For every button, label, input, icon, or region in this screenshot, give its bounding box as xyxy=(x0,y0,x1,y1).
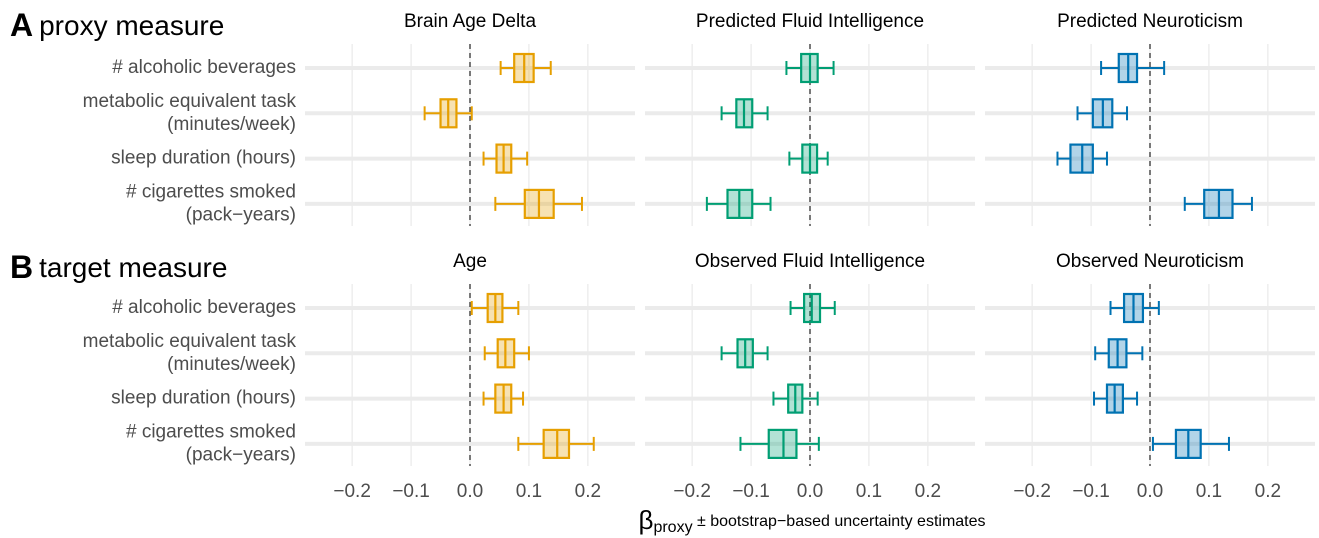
x-tick-label: 0.0 xyxy=(797,481,823,502)
x-tick-label: 0.0 xyxy=(1137,481,1163,502)
row-letter: A xyxy=(10,7,33,43)
x-tick-label: 0.1 xyxy=(516,481,542,502)
category-label: # alcoholic beverages xyxy=(112,57,296,78)
panel-title: Observed Fluid Intelligence xyxy=(695,251,925,272)
x-tick-label: −0.1 xyxy=(1072,481,1110,502)
category-label: (pack−years) xyxy=(186,444,296,465)
category-label: # cigarettes smoked xyxy=(126,421,296,442)
row-letter: B xyxy=(10,249,33,285)
x-tick-label: 0.2 xyxy=(915,481,941,502)
panel-title: Observed Neuroticism xyxy=(1056,251,1244,272)
row-label: target measure xyxy=(39,252,227,283)
category-label: metabolic equivalent task xyxy=(83,331,297,352)
panel-title: Age xyxy=(453,251,487,272)
x-tick-label: −0.2 xyxy=(333,481,371,502)
row-label: proxy measure xyxy=(39,10,224,41)
x-tick-label: 0.2 xyxy=(1255,481,1281,502)
x-tick-label: 0.2 xyxy=(575,481,601,502)
category-label: sleep duration (hours) xyxy=(111,148,296,169)
category-label: metabolic equivalent task xyxy=(83,91,297,112)
category-label: (minutes/week) xyxy=(167,114,296,135)
x-tick-label: −0.2 xyxy=(1013,481,1051,502)
x-tick-label: −0.2 xyxy=(673,481,711,502)
x-label-subscript: proxy xyxy=(653,519,692,536)
x-tick-label: −0.1 xyxy=(732,481,770,502)
x-label-symbol: β xyxy=(638,505,653,535)
panel-title: Predicted Fluid Intelligence xyxy=(696,11,924,32)
category-label: sleep duration (hours) xyxy=(111,388,296,409)
x-tick-label: 0.1 xyxy=(856,481,882,502)
x-axis-label: βproxy ± bootstrap−based uncertainty est… xyxy=(638,505,985,536)
x-label-text: ± bootstrap−based uncertainty estimates xyxy=(693,513,986,530)
panel-title: Brain Age Delta xyxy=(404,11,536,32)
category-label: (minutes/week) xyxy=(167,354,296,375)
x-tick-label: −0.1 xyxy=(392,481,430,502)
category-label: # cigarettes smoked xyxy=(126,181,296,202)
category-label: (pack−years) xyxy=(186,204,296,225)
category-label: # alcoholic beverages xyxy=(112,297,296,318)
x-tick-label: 0.0 xyxy=(457,481,483,502)
x-tick-label: 0.1 xyxy=(1196,481,1222,502)
panel-title: Predicted Neuroticism xyxy=(1057,11,1243,32)
